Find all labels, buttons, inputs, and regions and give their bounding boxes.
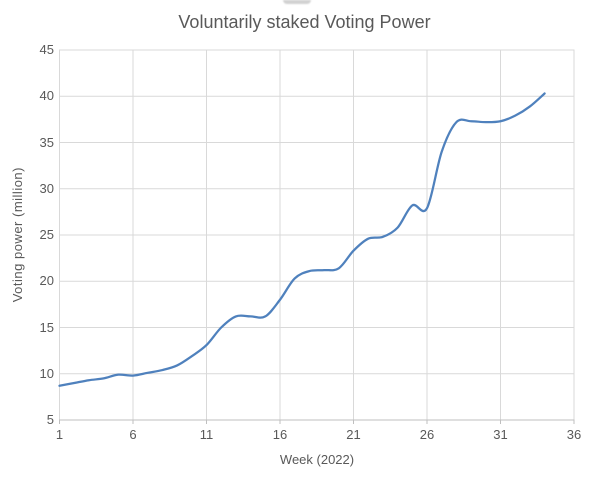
x-tick-label: 31 (493, 427, 508, 442)
y-tick-label: 25 (39, 227, 54, 242)
y-tick-label: 10 (39, 365, 54, 381)
y-tick-label: 20 (39, 273, 54, 289)
x-tick-label: 6 (129, 427, 137, 442)
y-tick-label: 40 (39, 88, 54, 104)
chart-title: Voluntarily staked Voting Power (178, 12, 431, 32)
cropped-ui-artifact (283, 0, 311, 4)
y-tick-label: 5 (46, 412, 54, 427)
x-tick-label: 36 (566, 427, 582, 442)
x-tick-label: 1 (55, 427, 64, 442)
y-tick-label: 30 (39, 180, 54, 196)
series-line (58, 92, 546, 387)
x-tick-label: 11 (199, 427, 214, 442)
x-axis-title: Week (2022) (279, 452, 355, 467)
x-tick-label: 16 (272, 427, 288, 442)
y-tick-label: 45 (39, 42, 54, 57)
y-tick-label: 35 (39, 134, 54, 150)
x-tick-label: 21 (346, 427, 361, 442)
y-tick-label: 15 (39, 319, 54, 335)
x-tick-label: 26 (419, 427, 435, 442)
